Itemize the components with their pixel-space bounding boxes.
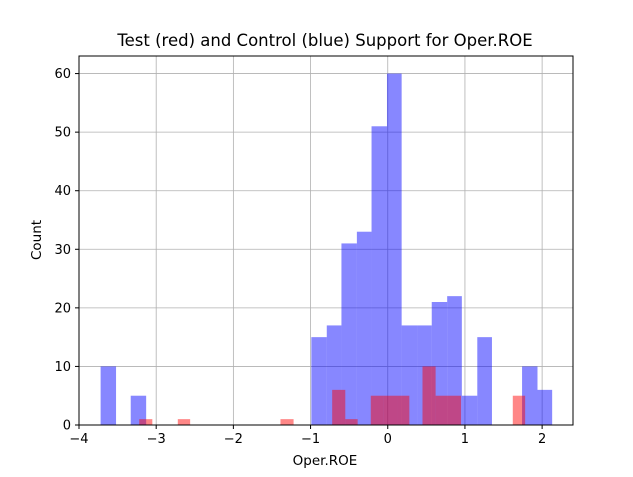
control-bar <box>461 395 478 425</box>
control-bar <box>130 395 147 425</box>
x-tick-label: −2 <box>224 432 243 447</box>
y-tick-label: 60 <box>54 67 71 82</box>
y-tick-label: 10 <box>54 360 71 375</box>
control-bar <box>431 302 448 425</box>
test-bar <box>345 419 358 425</box>
test-bar <box>435 395 448 425</box>
chart-title: Test (red) and Control (blue) Support fo… <box>116 31 532 50</box>
x-tick-label: −1 <box>301 432 320 447</box>
control-bar <box>522 366 538 425</box>
control-bar <box>100 366 117 425</box>
control-bar <box>386 73 402 426</box>
y-tick-label: 0 <box>63 419 71 434</box>
x-tick-label: 0 <box>384 432 392 447</box>
test-bar <box>332 389 346 425</box>
test-bar <box>397 395 410 425</box>
y-tick-label: 20 <box>54 301 71 316</box>
test-bar <box>512 395 526 425</box>
test-bar <box>383 395 398 425</box>
control-bar <box>311 337 327 425</box>
y-tick-label: 30 <box>54 243 71 258</box>
y-tick-label: 50 <box>54 126 71 141</box>
test-bar <box>139 419 153 425</box>
x-axis-label: Oper.ROE <box>293 453 358 469</box>
control-bar <box>537 389 553 425</box>
control-bar <box>401 325 418 425</box>
control-bar <box>371 126 387 426</box>
test-bar <box>422 366 436 425</box>
x-tick-label: 2 <box>538 432 546 447</box>
bars-layer <box>100 73 553 426</box>
control-bar <box>417 325 432 425</box>
y-tick-label: 40 <box>54 184 71 199</box>
x-tick-label: 1 <box>461 432 469 447</box>
test-bar <box>280 419 294 425</box>
control-bar <box>326 325 342 425</box>
x-tick-label: −3 <box>147 432 166 447</box>
control-bar <box>447 296 462 425</box>
y-axis-label: Count <box>29 220 45 260</box>
control-bar <box>341 243 357 425</box>
x-tick-label: −4 <box>69 432 88 447</box>
control-bar <box>477 337 492 425</box>
test-bar <box>177 419 191 425</box>
plot-frame <box>78 55 574 426</box>
test-bar <box>447 395 462 425</box>
test-bar <box>370 395 384 425</box>
control-bar <box>356 231 372 425</box>
